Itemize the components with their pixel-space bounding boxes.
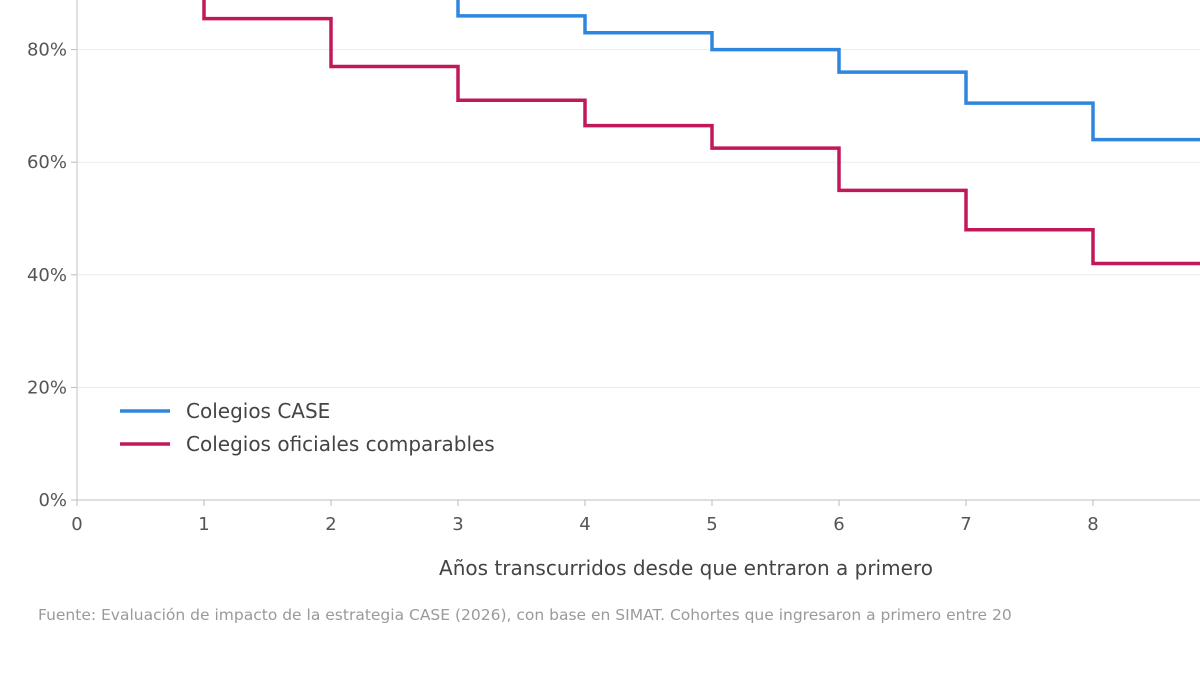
- xtick-label: 8: [1087, 514, 1098, 535]
- series-line-0: [456, 0, 1200, 142]
- ytick-label: 20%: [27, 377, 67, 398]
- xtick-label: 0: [71, 514, 82, 535]
- xtick-label: 3: [452, 514, 463, 535]
- ytick-label: 40%: [27, 265, 67, 286]
- axes: [71, 0, 1200, 506]
- series-line-1: [202, 0, 1200, 266]
- tick-labels: 0% 20% 40% 60% 80% 0 1 2 3 4 5 6 7 8: [27, 40, 1099, 535]
- xtick-label: 7: [960, 514, 971, 535]
- ytick-label: 0%: [38, 490, 67, 511]
- survival-step-chart: 0% 20% 40% 60% 80% 0 1 2 3 4 5 6 7 8 Años transcurrid…: [27, 0, 1200, 580]
- x-axis-label: Años transcurridos desde que entraron a …: [439, 556, 933, 580]
- ytick-label: 80%: [27, 40, 67, 61]
- xtick-label: 5: [706, 514, 717, 535]
- xtick-label: 1: [198, 514, 209, 535]
- xtick-label: 6: [833, 514, 844, 535]
- xtick-label: 2: [325, 514, 336, 535]
- legend-label-1: Colegios oficiales comparables: [186, 432, 495, 456]
- xtick-label: 4: [579, 514, 590, 535]
- ytick-label: 60%: [27, 152, 67, 173]
- legend: Colegios CASE Colegios oficiales comparab…: [120, 399, 495, 456]
- gridlines: [77, 49, 1200, 388]
- source-note: Fuente: Evaluación de impacto de la estr…: [38, 606, 1012, 624]
- series-lines: [202, 0, 1200, 266]
- legend-label-0: Colegios CASE: [186, 399, 330, 423]
